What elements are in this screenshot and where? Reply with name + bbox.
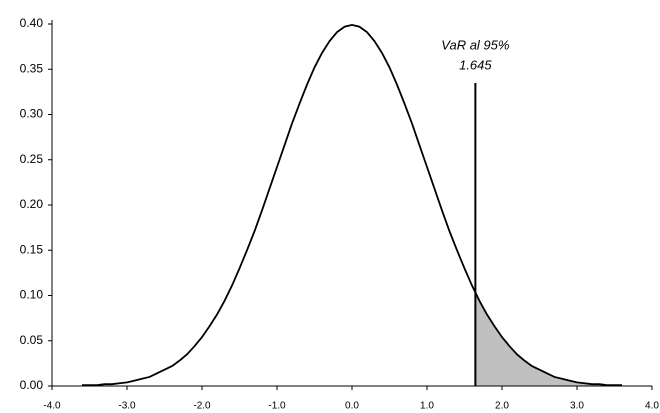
x-tick-label: -2.0 — [193, 401, 211, 412]
x-tick-label: 4.0 — [645, 401, 659, 412]
y-tick-label: 0.30 — [20, 107, 44, 121]
x-tick-label: -4.0 — [43, 401, 61, 412]
y-tick-label: 0.20 — [20, 197, 44, 211]
y-tick-label: 0.05 — [20, 333, 44, 347]
curve — [82, 23, 622, 386]
y-tick-label: 0.15 — [20, 242, 44, 256]
x-tick-label: 1.0 — [420, 401, 434, 412]
y-tick-label: 0.10 — [20, 288, 44, 302]
x-tick-label: -1.0 — [268, 401, 286, 412]
x-tick-label: 3.0 — [570, 401, 584, 412]
y-tick-label: 0.25 — [20, 152, 44, 166]
y-tick-label: 0.35 — [20, 61, 44, 75]
shaded-tail — [475, 292, 622, 386]
y-tick-label: 0.40 — [20, 16, 44, 30]
x-tick-label: 0.0 — [345, 401, 359, 412]
x-tick-label: 2.0 — [495, 401, 509, 412]
annotation-value: 1.645 — [459, 57, 492, 72]
y-tick-label: 0.00 — [20, 378, 44, 392]
annotation-text: VaR al 95% — [441, 37, 509, 52]
x-tick-label: -3.0 — [118, 401, 136, 412]
